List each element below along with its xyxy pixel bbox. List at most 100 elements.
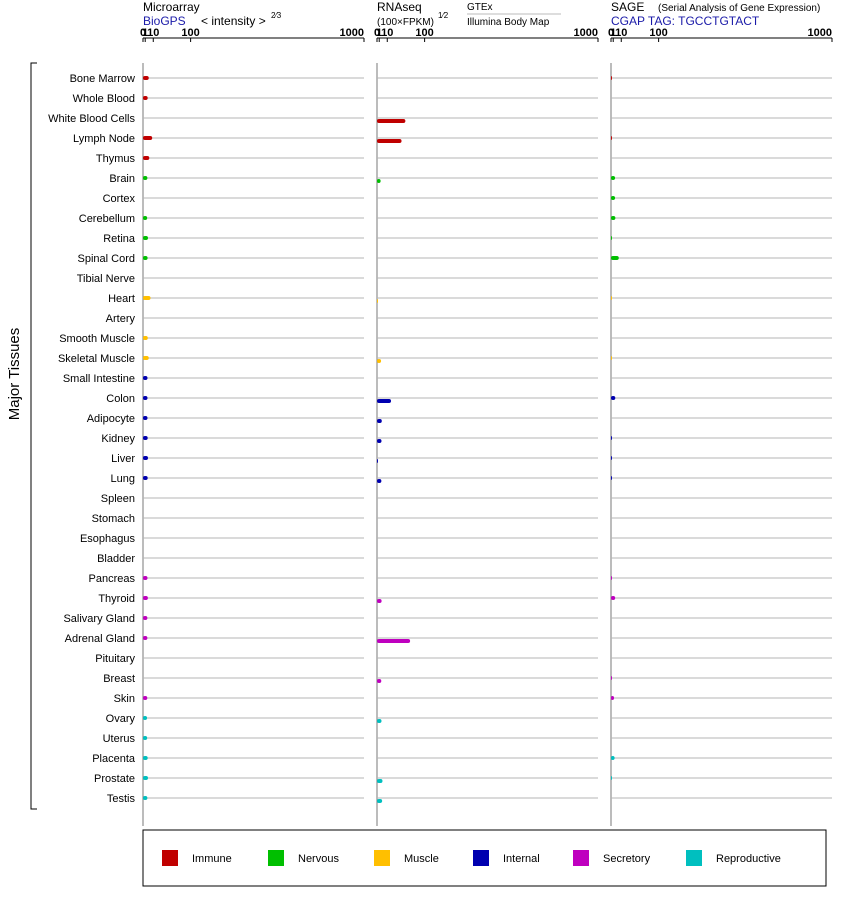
x-tick-label: 10 [381,27,393,39]
legend-swatch-secretory [573,850,589,866]
legend-label-muscle: Muscle [404,853,439,865]
legend-label-secretory: Secretory [603,853,651,865]
microarray-scale-label: < intensity > [201,14,266,28]
tissue-label: Spinal Cord [78,253,135,265]
tissue-label: Liver [111,453,135,465]
microarray-scale-power: 2⁄3 [271,11,282,20]
bar-lymph-node [377,139,402,143]
legend: Immune Nervous Muscle Internal Secretory Repr… [162,850,781,866]
x-tick-label: 0 [140,27,146,39]
tissue-label: Retina [103,233,136,245]
tissue-label: Colon [106,393,135,405]
tissue-label: Cerebellum [79,213,135,225]
x-tick-label: 10 [615,27,627,39]
tissue-label: Adrenal Gland [65,633,135,645]
tissue-label: Testis [107,793,136,805]
bar-heart [377,299,378,303]
tissue-label: Thyroid [98,593,135,605]
bar-lymph-node [611,136,612,140]
rnaseq-scale-power: 1⁄2 [438,11,449,20]
bar-breast [377,679,382,683]
tissue-label: Lung [111,473,135,485]
bar-skin [143,696,148,700]
tissue-label: Ovary [106,713,136,725]
legend-label-nervous: Nervous [298,853,339,865]
bar-skeletal-muscle [611,356,612,360]
y-axis-title: Major Tissues [6,328,23,421]
legend-swatch-reproductive [686,850,702,866]
bar-breast [611,676,612,680]
bar-brain [377,179,381,183]
bar-prostate [143,776,148,780]
bar-retina [611,236,612,240]
tissue-label: Small Intestine [63,373,135,385]
bar-liver [611,456,612,460]
sage-title: SAGE [611,0,644,14]
tissue-label: Skin [114,693,135,705]
tissue-label: Prostate [94,773,135,785]
bar-small-intestine [143,376,148,380]
x-tick-label: 1 [610,27,616,39]
sage-subtitle: (Serial Analysis of Gene Expression) [658,3,820,14]
bar-kidney [377,439,382,443]
tissue-label: Uterus [103,733,136,745]
x-tick-label: 0 [608,27,614,39]
illumina-label: Illumina Body Map [467,17,550,28]
tissue-label: Esophagus [80,533,136,545]
gtex-label: GTEx [467,2,493,13]
bar-liver [143,456,148,460]
rnaseq-title: RNAseq [377,0,422,14]
bar-adrenal-gland [377,639,411,643]
x-tick-label: 100 [415,27,433,39]
legend-swatch-muscle [374,850,390,866]
bar-testis [143,796,148,800]
microarray-title: Microarray [143,0,200,14]
x-tick-label: 1 [142,27,148,39]
x-tick-label: 100 [649,27,667,39]
x-tick-label: 1000 [340,27,364,39]
tissue-label: Thymus [96,153,136,165]
bar-adipocyte [377,419,382,423]
bar-thymus [143,156,150,160]
bar-lymph-node [143,136,153,140]
tissue-label: Pituitary [95,653,135,665]
bar-prostate [377,779,383,783]
bar-cerebellum [143,216,148,220]
bar-testis [377,799,383,803]
bar-prostate [611,776,612,780]
bar-whole-blood [143,96,148,100]
tissue-bracket [30,62,37,810]
tissue-label: White Blood Cells [48,113,135,125]
bar-bone-marrow [611,76,612,80]
bar-colon [143,396,148,400]
bar-adipocyte [143,416,148,420]
x-tick-label: 100 [181,27,199,39]
bar-thyroid [143,596,148,600]
bar-bone-marrow [143,76,149,80]
x-tick-label: 1 [376,27,382,39]
tissue-label: Bone Marrow [70,73,135,85]
biogps-link[interactable]: BioGPS [143,14,186,28]
bar-brain [611,176,616,180]
bar-spinal-cord [611,256,619,260]
tissue-label: Spleen [101,493,135,505]
rnaseq-scale-label: (100×FPKM) [377,17,434,28]
bar-thyroid [611,596,616,600]
tissue-label: Kidney [101,433,135,445]
tissue-label: Cortex [103,193,136,205]
tissue-label: Breast [103,673,135,685]
bar-thyroid [377,599,382,603]
tissue-label: Whole Blood [73,93,135,105]
sage-tag-label: CGAP TAG: TGCCTGTACT [611,14,760,28]
bar-salivary-gland [143,616,148,620]
bar-cerebellum [611,216,616,220]
bar-lung [143,476,148,480]
tissue-label: Skeletal Muscle [58,353,135,365]
bar-colon [377,399,392,403]
tissue-label: Salivary Gland [63,613,135,625]
tissue-label: Artery [106,313,136,325]
